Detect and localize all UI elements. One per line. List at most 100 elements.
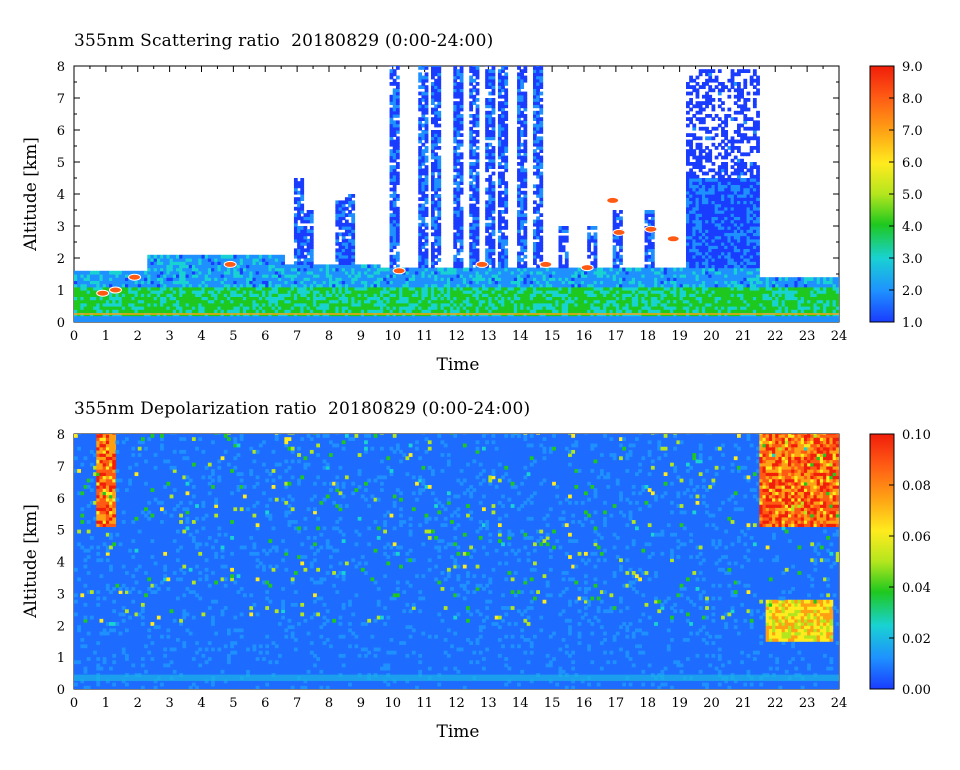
x-tick-label: 22 <box>767 696 784 711</box>
y-tick-label: 2 <box>57 252 65 267</box>
x-tick-label: 5 <box>229 696 237 711</box>
x-tick-label: 1 <box>102 696 110 711</box>
bottom-chart-title: 355nm Depolarization ratio 20180829 (0:0… <box>74 399 531 419</box>
cloud-blob <box>612 228 626 236</box>
x-tick-label: 2 <box>134 696 142 711</box>
y-tick-label: 1 <box>57 284 65 299</box>
x-tick-label: 4 <box>197 696 205 711</box>
near-ground-band <box>74 674 839 682</box>
y-tick-label: 7 <box>57 460 65 475</box>
x-tick-label: 4 <box>197 329 205 344</box>
colorbar-tick-label: 0.00 <box>902 683 931 698</box>
top-chart-title: 355nm Scattering ratio 20180829 (0:00-24… <box>74 31 494 51</box>
y-tick-label: 5 <box>57 524 65 539</box>
y-tick-label: 4 <box>57 188 65 203</box>
x-tick-label: 10 <box>384 329 401 344</box>
cloud-blob <box>475 260 489 268</box>
x-tick-label: 23 <box>799 696 816 711</box>
x-tick-label: 7 <box>293 696 301 711</box>
colorbar-tick-label: 0.02 <box>902 632 931 647</box>
cloud-blob <box>108 286 122 294</box>
colorbar-tick-label: 6.0 <box>902 156 923 171</box>
x-tick-label: 8 <box>325 696 333 711</box>
y-tick-label: 8 <box>57 428 65 443</box>
cloud-blob <box>580 264 594 272</box>
scattering-field <box>74 66 839 322</box>
colorbar-tick-label: 5.0 <box>902 188 923 203</box>
y-tick-label: 5 <box>57 156 65 171</box>
x-tick-label: 0 <box>70 329 78 344</box>
colorbar <box>869 433 895 690</box>
x-tick-label: 6 <box>261 696 269 711</box>
colorbar-tick-label: 7.0 <box>902 124 923 139</box>
x-axis-label: Time <box>437 722 480 742</box>
colorbar-tick-label: 9.0 <box>902 60 923 75</box>
colorbar-tick-label: 1.0 <box>902 316 923 331</box>
x-tick-label: 1 <box>102 329 110 344</box>
x-tick-label: 11 <box>416 329 433 344</box>
depolarization-field <box>74 434 839 689</box>
x-tick-label: 10 <box>384 696 401 711</box>
colorbar-tick-label: 0.10 <box>902 428 931 443</box>
y-tick-label: 6 <box>57 492 65 507</box>
cloud-blob <box>606 196 620 204</box>
x-tick-label: 18 <box>639 696 656 711</box>
cloud-blob <box>644 225 658 233</box>
x-tick-label: 13 <box>480 329 497 344</box>
colorbar-tick-label: 0.06 <box>902 530 931 545</box>
colorbar-tick-label: 2.0 <box>902 284 923 299</box>
y-tick-label: 0 <box>57 683 65 698</box>
x-tick-label: 7 <box>293 329 301 344</box>
x-tick-label: 24 <box>831 329 848 344</box>
colorbar-tick-label: 3.0 <box>902 252 923 267</box>
x-tick-label: 13 <box>480 696 497 711</box>
x-tick-label: 9 <box>357 696 365 711</box>
x-tick-label: 14 <box>512 696 529 711</box>
x-axis-label: Time <box>437 355 480 375</box>
x-tick-label: 22 <box>767 329 784 344</box>
x-tick-label: 9 <box>357 329 365 344</box>
y-tick-label: 4 <box>57 556 65 571</box>
cloud-blob <box>539 260 553 268</box>
x-tick-label: 15 <box>544 696 561 711</box>
y-tick-label: 2 <box>57 619 65 634</box>
x-tick-label: 14 <box>512 329 529 344</box>
cloud-blob <box>128 273 142 281</box>
x-tick-label: 21 <box>735 696 752 711</box>
x-tick-label: 20 <box>703 696 720 711</box>
x-tick-label: 0 <box>70 696 78 711</box>
y-tick-label: 1 <box>57 651 65 666</box>
x-tick-label: 23 <box>799 329 816 344</box>
x-tick-label: 16 <box>576 696 593 711</box>
colorbar-tick-label: 0.08 <box>902 479 931 494</box>
x-tick-label: 20 <box>703 329 720 344</box>
scattering-ratio-plot: 0 1 2 3 4 5 6 7 8 9 10 11 12 13 14 15 16 17 18 19 20 21 22 23 24… <box>21 60 923 375</box>
x-tick-label: 2 <box>134 329 142 344</box>
x-tick-label: 6 <box>261 329 269 344</box>
x-tick-label: 3 <box>165 329 173 344</box>
y-tick-label: 8 <box>57 60 65 75</box>
cloud-blob <box>96 289 110 297</box>
y-axis-label: Altitude [km] <box>21 504 41 619</box>
colorbar-tick-label: 8.0 <box>902 92 923 107</box>
colorbar-tick-label: 0.04 <box>902 581 931 596</box>
x-tick-label: 21 <box>735 329 752 344</box>
x-tick-label: 15 <box>544 329 561 344</box>
x-tick-label: 12 <box>448 696 465 711</box>
x-tick-label: 5 <box>229 329 237 344</box>
x-tick-label: 16 <box>576 329 593 344</box>
y-tick-label: 3 <box>57 220 65 235</box>
depolarization-ratio-plot: 0 1 2 3 4 5 6 7 8 9 10 11 12 13 14 15 16 17 18 19 20 21 22 23 24… <box>21 428 931 742</box>
x-tick-label: 17 <box>608 329 625 344</box>
x-tick-label: 18 <box>639 329 656 344</box>
cloud-blob <box>392 267 406 275</box>
y-tick-label: 3 <box>57 587 65 602</box>
cloud-blob <box>223 260 237 268</box>
x-tick-label: 19 <box>671 696 688 711</box>
x-tick-label: 24 <box>831 696 848 711</box>
x-tick-label: 19 <box>671 329 688 344</box>
x-tick-label: 12 <box>448 329 465 344</box>
y-tick-label: 0 <box>57 316 65 331</box>
y-axis-label: Altitude [km] <box>21 137 41 252</box>
